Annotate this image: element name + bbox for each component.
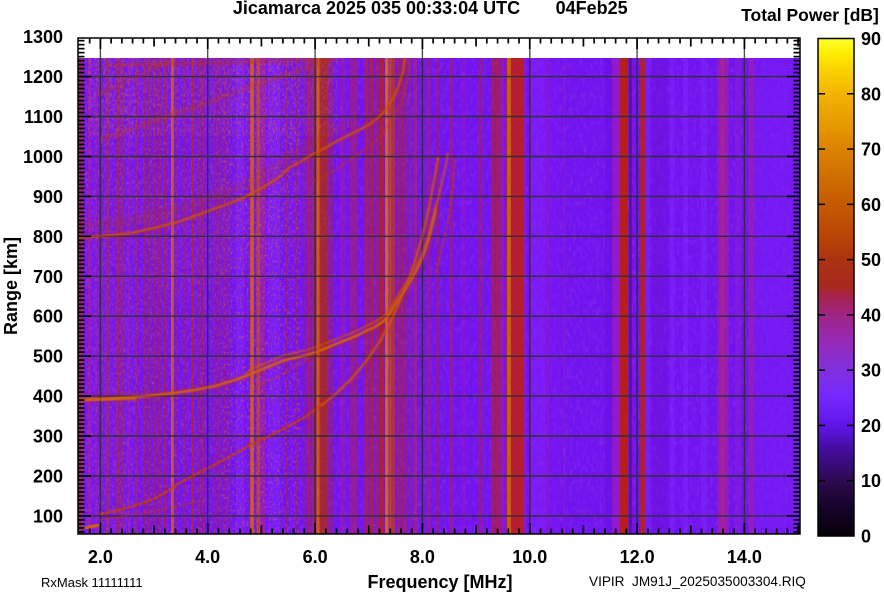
svg-text:Jicamarca 2025 035 00:33:04 UT: Jicamarca 2025 035 00:33:04 UTC bbox=[233, 0, 520, 18]
svg-text:500: 500 bbox=[33, 347, 63, 367]
svg-text:VIPIR JM91J_2025035003304.RIQ: VIPIR JM91J_2025035003304.RIQ bbox=[589, 574, 806, 589]
svg-text:700: 700 bbox=[33, 267, 63, 287]
svg-text:04Feb25: 04Feb25 bbox=[556, 0, 628, 18]
svg-text:12.0: 12.0 bbox=[620, 547, 655, 567]
svg-text:2.0: 2.0 bbox=[88, 547, 113, 567]
svg-text:4.0: 4.0 bbox=[195, 547, 220, 567]
svg-text:40: 40 bbox=[861, 305, 881, 325]
svg-text:600: 600 bbox=[33, 307, 63, 327]
svg-text:300: 300 bbox=[33, 427, 63, 447]
svg-text:10: 10 bbox=[861, 471, 881, 491]
svg-text:70: 70 bbox=[861, 140, 881, 160]
svg-text:400: 400 bbox=[33, 387, 63, 407]
svg-text:20: 20 bbox=[861, 416, 881, 436]
svg-text:10.0: 10.0 bbox=[512, 547, 547, 567]
svg-text:Frequency [MHz]: Frequency [MHz] bbox=[367, 572, 512, 592]
svg-text:1200: 1200 bbox=[23, 67, 63, 87]
svg-text:30: 30 bbox=[861, 361, 881, 381]
svg-text:900: 900 bbox=[33, 187, 63, 207]
svg-text:6.0: 6.0 bbox=[303, 547, 328, 567]
svg-text:800: 800 bbox=[33, 227, 63, 247]
svg-text:50: 50 bbox=[861, 250, 881, 270]
svg-text:0: 0 bbox=[861, 527, 871, 547]
svg-text:14.0: 14.0 bbox=[727, 547, 762, 567]
svg-text:1100: 1100 bbox=[24, 107, 63, 127]
svg-text:200: 200 bbox=[33, 467, 63, 487]
svg-text:90: 90 bbox=[861, 29, 881, 49]
svg-text:60: 60 bbox=[861, 195, 881, 215]
svg-text:Range [km]: Range [km] bbox=[1, 237, 21, 335]
svg-text:RxMask 11111111: RxMask 11111111 bbox=[41, 575, 143, 590]
svg-text:8.0: 8.0 bbox=[410, 547, 435, 567]
svg-text:1000: 1000 bbox=[23, 147, 63, 167]
svg-text:1300: 1300 bbox=[23, 27, 63, 47]
svg-text:100: 100 bbox=[33, 506, 63, 526]
svg-text:80: 80 bbox=[861, 84, 881, 104]
svg-text:Total Power [dB]: Total Power [dB] bbox=[741, 5, 879, 25]
